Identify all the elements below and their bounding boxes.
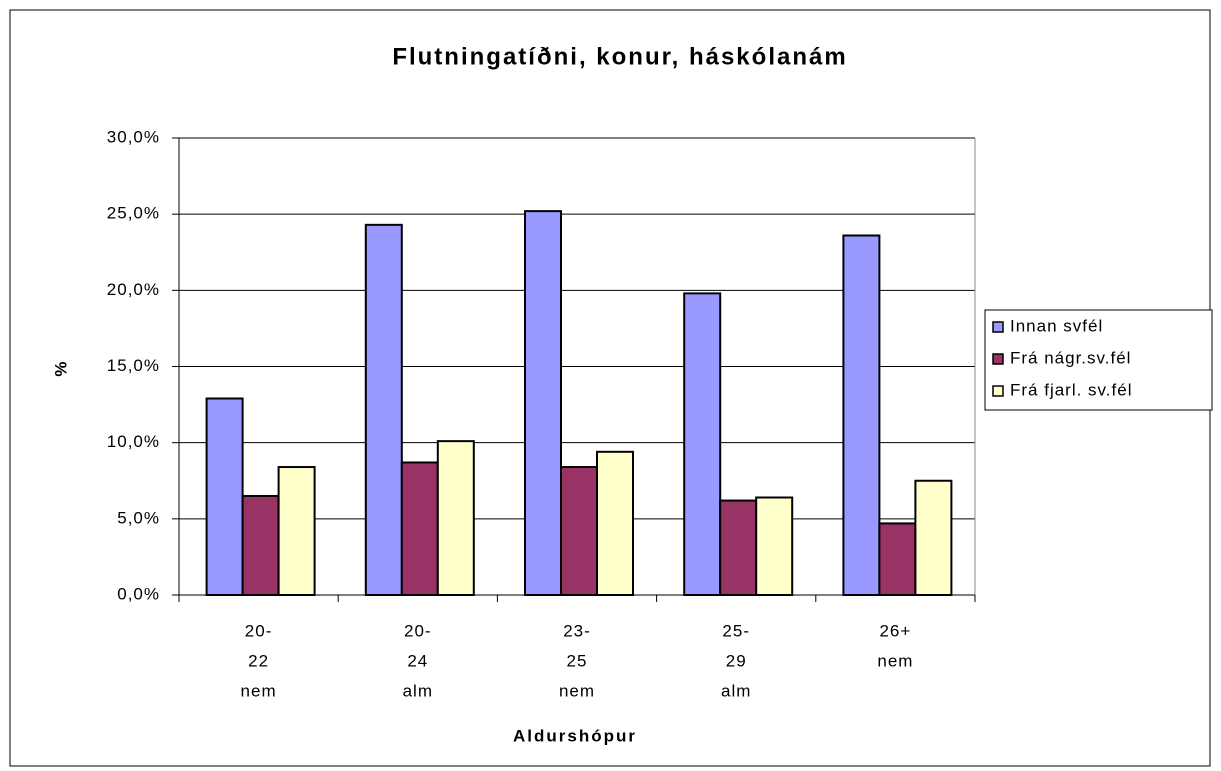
- bar: [596, 450, 634, 596]
- y-tick-label: 15,0%: [107, 356, 160, 375]
- bar: [205, 397, 244, 596]
- x-tick-label: 22: [248, 651, 269, 670]
- x-tick-label: 26+: [879, 621, 911, 640]
- x-tick-label: alm: [403, 681, 433, 700]
- x-axis-title: Aldurshópur: [513, 726, 637, 745]
- x-tick-label: 20-: [404, 621, 432, 640]
- legend-label: Frá nágr.sv.fél: [1010, 348, 1131, 367]
- x-tick-label: alm: [721, 681, 751, 700]
- y-tick-label: 0,0%: [117, 584, 160, 603]
- bar: [842, 234, 881, 596]
- bar: [914, 479, 953, 596]
- y-tick-label: 5,0%: [117, 508, 160, 527]
- x-tick-label: 29: [726, 651, 747, 670]
- y-tick-label: 20,0%: [107, 280, 160, 299]
- legend-swatch: [992, 321, 1004, 333]
- x-tick-label: 25-: [722, 621, 750, 640]
- legend-swatch: [992, 385, 1004, 397]
- bar: [683, 292, 722, 596]
- y-tick-label: 10,0%: [107, 432, 160, 451]
- y-tick-label: 25,0%: [107, 204, 160, 223]
- chart-title: Flutningatíðni, konur, háskólanám: [392, 43, 847, 70]
- x-tick-label: nem: [559, 681, 595, 700]
- legend-label: Frá fjarl. sv.fél: [1010, 380, 1132, 399]
- bar: [400, 461, 439, 596]
- legend-box: [984, 309, 1213, 411]
- bar: [719, 499, 758, 597]
- y-tick-label: 30,0%: [107, 127, 160, 146]
- x-tick-label: 20-: [245, 621, 273, 640]
- x-tick-label: nem: [877, 651, 913, 670]
- x-tick-label: 25: [567, 651, 588, 670]
- x-tick-label: nem: [241, 681, 277, 700]
- bar: [560, 466, 598, 597]
- bar: [755, 496, 794, 596]
- bar: [241, 494, 280, 597]
- legend-label: Innan svfél: [1010, 316, 1103, 335]
- bar: [878, 522, 917, 596]
- legend-swatch: [992, 353, 1004, 365]
- bar: [436, 440, 475, 597]
- x-tick-label: 24: [407, 651, 428, 670]
- y-axis-title: %: [51, 359, 70, 376]
- bar: [364, 223, 403, 597]
- x-tick-label: 23-: [563, 621, 591, 640]
- bar: [524, 210, 562, 596]
- bar: [277, 466, 316, 597]
